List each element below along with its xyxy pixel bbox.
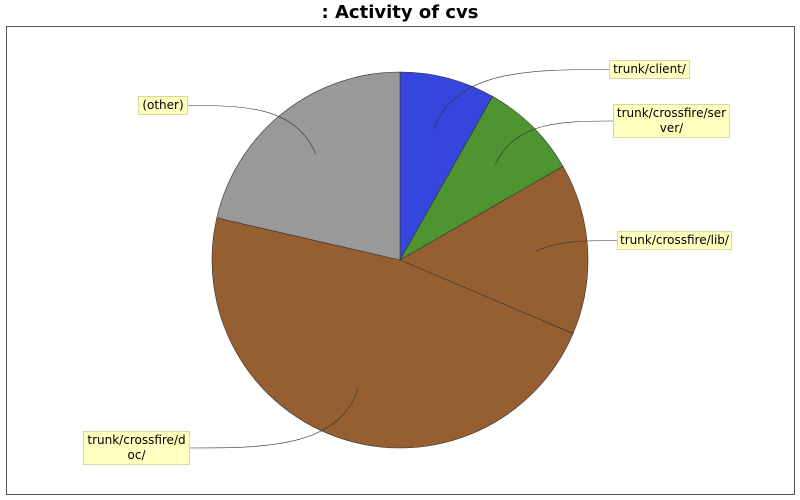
leader-line (434, 69, 610, 130)
leader-line (495, 120, 614, 165)
pie-slice (216, 71, 401, 261)
pie-slice (211, 217, 574, 449)
leader-line (187, 105, 316, 155)
slice-label: trunk/client/ (609, 60, 690, 79)
chart-title: : Activity of cvs (321, 2, 479, 23)
pie-slice (399, 95, 564, 261)
slice-label: trunk/crossfire/lib/ (617, 231, 732, 250)
leader-line (534, 240, 618, 253)
pie-slice (399, 165, 589, 334)
leader-line (189, 388, 359, 449)
slice-label: trunk/crossfire/server/ (613, 104, 730, 138)
pie-slice (399, 71, 494, 262)
slice-label: (other) (138, 96, 188, 115)
slice-label: trunk/crossfire/doc/ (83, 431, 190, 465)
